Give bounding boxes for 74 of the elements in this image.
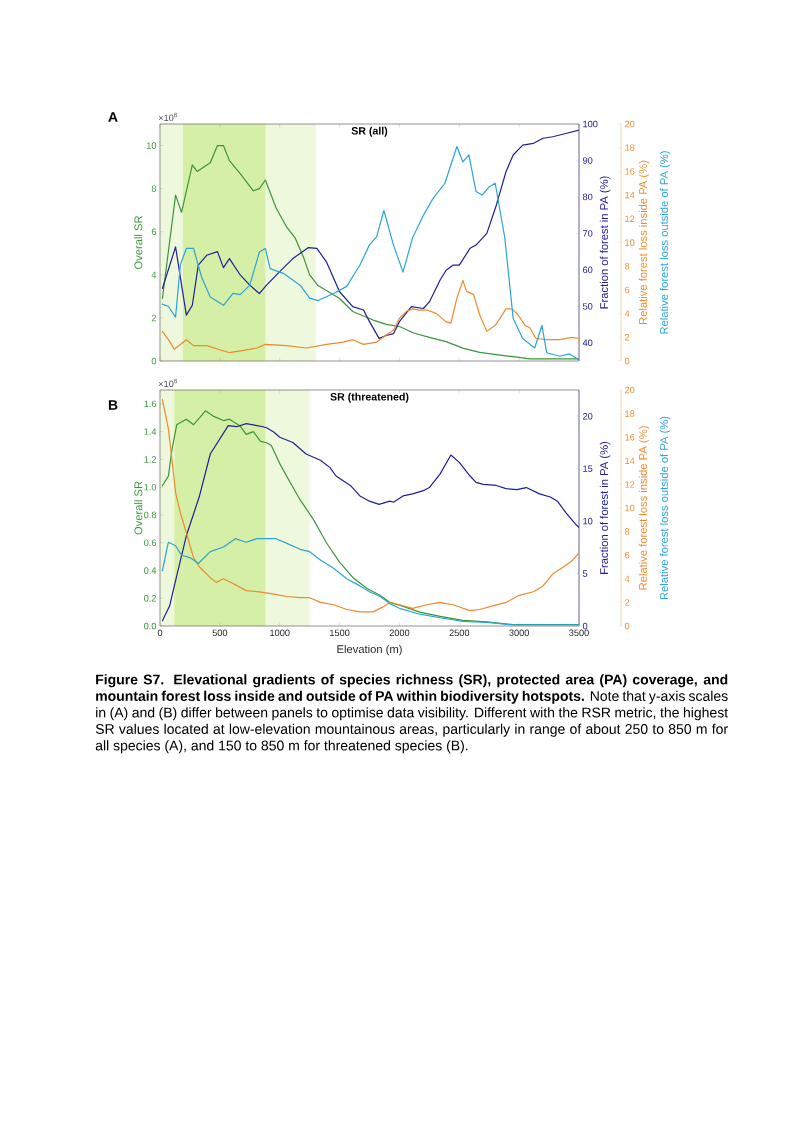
y3-tick-label: 4 xyxy=(624,310,630,317)
y-tick-label: 0.0 xyxy=(144,622,157,630)
y3-tick-label: 10 xyxy=(625,239,635,246)
y3-tick-label: 4 xyxy=(624,575,630,582)
y3-tick-label: 2 xyxy=(625,599,630,606)
y2-tick-label: 10 xyxy=(583,517,593,525)
text: Relative forest loss outside of PA (%) xyxy=(659,416,671,600)
y3-tick-label: 0 xyxy=(624,357,630,365)
y3-tick-label: 8 xyxy=(624,528,630,535)
y-tick-label: 2 xyxy=(151,314,157,322)
y2-axis-title: Fraction of forest in PA (%) xyxy=(599,176,611,309)
y3-tick-label: 2 xyxy=(625,334,630,341)
y-tick-label: 8 xyxy=(151,185,157,192)
y-tick-label: 1.0 xyxy=(144,483,157,491)
y3-tick-label: 14 xyxy=(625,457,635,464)
text: Figure S7. Elevational gradients of species richness (SR), protected area (PA) coverage, and mountain forest loss inside and outside of PA within biodiversity hotspots. Note that y-axis scales in (A) and (B) differ between panels to optimise data visibility. Different with the RSR metric, the highest SR values located at low-elevation mountainous areas, particularly in range of about 250 to 850 m for all species (A), and 150 to 850 m for threatened species (B). xyxy=(95,674,729,754)
y-tick-label: 1.2 xyxy=(144,456,157,463)
x-tick-label: 3500 xyxy=(569,629,589,637)
y3-tick-label: 12 xyxy=(625,481,635,488)
x-tick-label: 1000 xyxy=(270,629,290,637)
x-tick-label: 2000 xyxy=(389,629,410,637)
y3-tick-label: 16 xyxy=(625,433,635,441)
y3-axis-title: Relative forest loss inside PA (%) xyxy=(638,426,650,590)
y-tick-label: 0.4 xyxy=(144,567,157,574)
y2-tick-label: 60 xyxy=(583,266,593,274)
y-tick-label: 1.6 xyxy=(144,400,157,408)
y-tick-label: 0.6 xyxy=(144,539,157,546)
y3-tick-label: 18 xyxy=(625,410,635,417)
x-tick-label: 3000 xyxy=(509,629,530,637)
y2-tick-label: 20 xyxy=(583,412,593,420)
y2-tick-label: 5 xyxy=(582,570,588,577)
y-tick-label: 0.8 xyxy=(144,511,157,519)
y-tick-label: 0.2 xyxy=(144,594,157,602)
y-tick-label: 4 xyxy=(151,271,157,278)
y2-tick-label: 40 xyxy=(582,339,593,347)
text: B xyxy=(108,400,118,410)
y3-tick-label: 20 xyxy=(625,120,635,128)
y2-tick-label: 70 xyxy=(583,230,593,237)
x-tick-label: 500 xyxy=(212,629,228,637)
y2-tick-label: 15 xyxy=(583,465,593,472)
chart-title: SR (all) xyxy=(351,126,388,137)
y3-tick-label: 10 xyxy=(625,504,635,512)
y3-tick-label: 14 xyxy=(625,191,635,199)
line-series xyxy=(161,279,579,354)
y-axis-title: Overall SR xyxy=(134,481,143,535)
y3-axis-title: Relative forest loss inside PA (%) xyxy=(638,160,650,324)
y-axis-title: Overall SR xyxy=(134,215,143,270)
text: ×10$^{6}$ xyxy=(158,378,178,388)
y-tick-label: 10 xyxy=(146,142,157,149)
y3-tick-label: 16 xyxy=(625,168,635,175)
y2-tick-label: 90 xyxy=(582,157,593,164)
y3-tick-label: 0 xyxy=(624,622,630,630)
y3-tick-label: 6 xyxy=(625,286,630,294)
x-tick-label: 1500 xyxy=(330,629,350,637)
y2-tick-label: 80 xyxy=(582,193,593,201)
y2-tick-label: 50 xyxy=(582,303,593,310)
y3-tick-label: 18 xyxy=(625,144,635,151)
y3-tick-label: 8 xyxy=(624,262,630,270)
y3-tick-label: 12 xyxy=(625,215,635,223)
x-tick-label: 2500 xyxy=(449,629,470,637)
y2-tick-label: 0 xyxy=(582,622,588,630)
text: Relative forest loss outside of PA (%) xyxy=(659,151,671,334)
x-tick-label: 0 xyxy=(157,629,163,637)
text: A xyxy=(108,112,118,122)
y-tick-label: 0 xyxy=(151,357,157,365)
y2-tick-label: 100 xyxy=(583,120,598,128)
y-tick-label: 6 xyxy=(151,228,157,235)
y3-tick-label: 6 xyxy=(625,551,630,559)
y3-tick-label: 20 xyxy=(625,386,635,394)
text: ×10$^{6}$ xyxy=(158,112,178,122)
chart-title: SR (threatened) xyxy=(330,392,409,403)
y2-axis-title: Fraction of forest in PA (%) xyxy=(599,441,611,574)
y-tick-label: 1.4 xyxy=(144,428,157,435)
x-axis-title: Elevation (m) xyxy=(337,644,402,656)
